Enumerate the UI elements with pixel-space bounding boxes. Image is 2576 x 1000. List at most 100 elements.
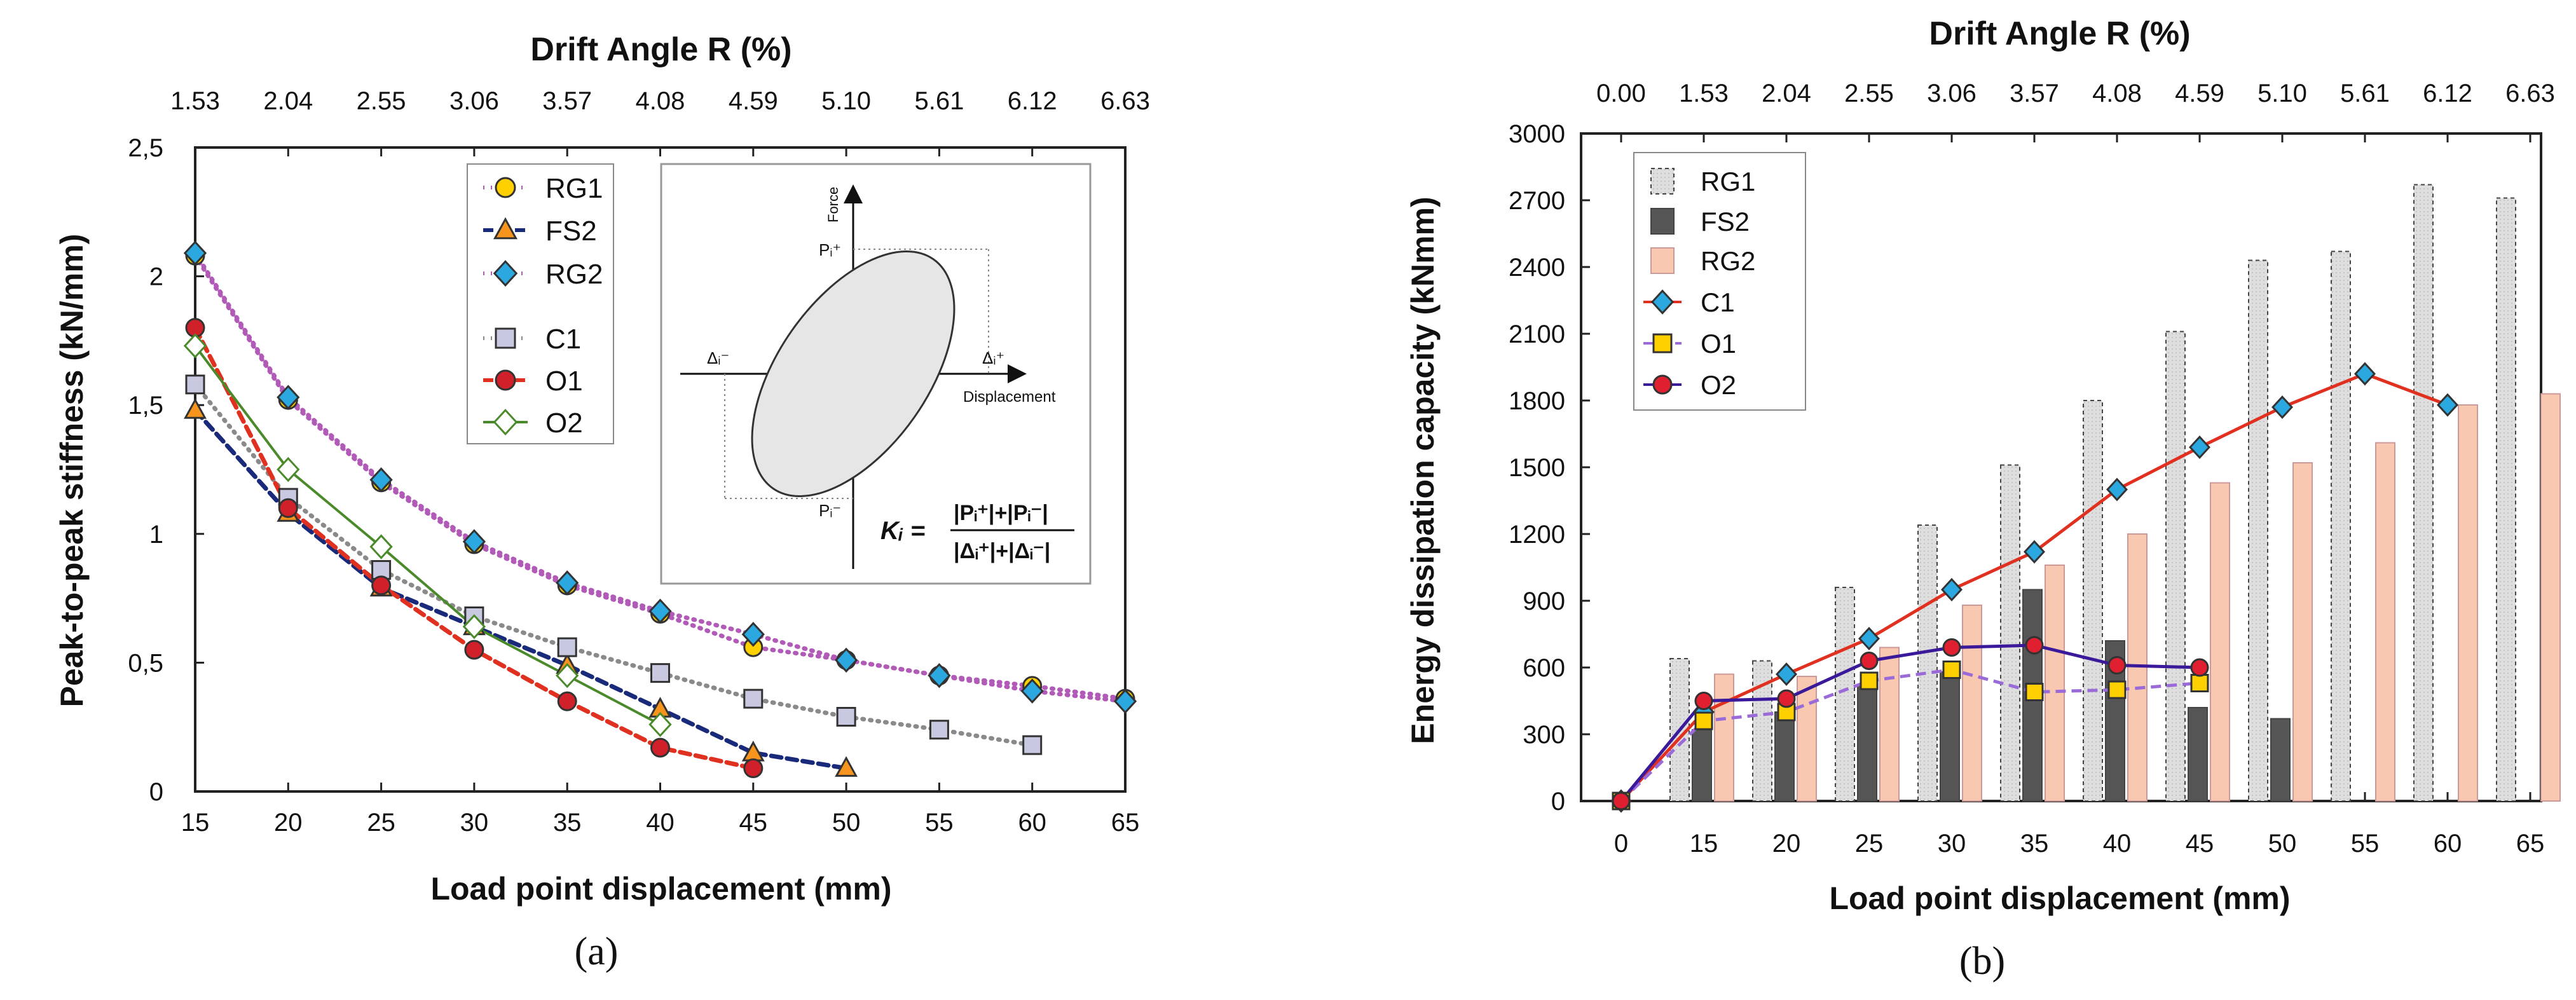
top-tick-label-b: 1.53 [1679, 79, 1729, 107]
legend-a-marker-c1 [495, 327, 516, 349]
bar-fs2 [2270, 718, 2291, 802]
series-line-o2 [194, 345, 662, 726]
x-tick-label-a: 15 [181, 809, 210, 837]
x-tick-label-b: 30 [1938, 830, 1966, 858]
legend-a-marker-rg1 [495, 177, 516, 198]
y-tick-label-b: 0 [1551, 788, 1565, 816]
x-tick-label-b: 35 [2020, 830, 2049, 858]
top-tick-label-a: 6.12 [1008, 87, 1057, 115]
p-minus-label: Pᵢ⁻ [819, 501, 841, 520]
legend-a-marker-rg2 [493, 260, 518, 287]
legend-b-label-o2: O2 [1701, 370, 1736, 400]
legend-b-swatch-fs2 [1650, 208, 1675, 235]
bar-rg1 [2083, 400, 2103, 802]
top-tick-label-b: 2.04 [1762, 79, 1811, 107]
legend-b-label-rg1: RG1 [1701, 167, 1755, 196]
bar-fs2 [1692, 729, 1712, 802]
point-o2 [648, 711, 672, 737]
legend-a-label-fs2: FS2 [545, 216, 597, 247]
point-o2 [2190, 658, 2209, 677]
top-tick-label-b: 6.63 [2505, 79, 2555, 107]
x-tick-label-a: 35 [553, 809, 582, 837]
x-tick-label-a: 40 [646, 809, 675, 837]
top-axis-title-b: Drift Angle R (%) [1929, 15, 2190, 52]
legend-a-label-rg1: RG1 [545, 173, 603, 204]
hysteresis-loop [751, 250, 956, 498]
series-line-o1 [1620, 668, 2200, 802]
point-o2 [1694, 692, 1713, 710]
point-rg2 [369, 467, 393, 493]
point-o1 [743, 758, 764, 779]
bar-rg2 [2210, 482, 2230, 802]
point-o1 [1860, 671, 1879, 690]
x-tick-label-b: 40 [2103, 830, 2132, 858]
point-rg2 [834, 647, 858, 673]
hysteresis-inset: Force Displacement Pᵢ⁺ Pᵢ⁻ Δᵢ⁻ Δᵢ⁺ Kᵢ = … [660, 163, 1092, 585]
point-o2 [183, 333, 207, 359]
point-o1 [371, 575, 392, 596]
point-c1 [2271, 395, 2293, 419]
bar-rg1 [2000, 464, 2020, 802]
legend-a: RG1 FS2 RG2 C1 O1 O2 [467, 163, 614, 444]
top-tick-label-a: 3.06 [449, 87, 499, 115]
y-tick-label-b: 300 [1523, 721, 1565, 749]
legend-a-label-o1: O1 [545, 366, 583, 397]
point-o2 [1860, 652, 1879, 670]
y-tick-label-a: 1 [149, 521, 163, 549]
point-o1 [557, 691, 577, 711]
legend-b-swatch-rg1 [1650, 168, 1675, 195]
x-tick-label-b: 20 [1772, 830, 1801, 858]
d-minus-label: Δᵢ⁻ [707, 348, 729, 367]
y-tick-label-b: 1200 [1509, 521, 1565, 549]
formula-lhs: Kᵢ = [880, 517, 925, 545]
top-tick-label-b: 3.06 [1927, 79, 1977, 107]
force-label: Force [825, 187, 841, 223]
bar-rg1 [2165, 331, 2186, 802]
point-rg2 [1113, 688, 1137, 714]
bar-fs2 [2188, 707, 2208, 802]
x-tick-label-b: 60 [2434, 830, 2462, 858]
bar-rg2 [2375, 442, 2395, 802]
bar-rg2 [2458, 404, 2478, 802]
x-tick-label-b: 55 [2351, 830, 2380, 858]
point-o1 [278, 498, 298, 518]
top-tick-label-a: 4.08 [636, 87, 685, 115]
y-tick-label-b: 3000 [1509, 120, 1565, 148]
top-tick-label-a: 3.57 [542, 87, 592, 115]
point-rg2 [556, 570, 579, 596]
y-tick-label-b: 900 [1523, 587, 1565, 615]
point-rg2 [741, 622, 765, 647]
series-markers-a [183, 240, 1137, 779]
point-c1 [650, 663, 670, 683]
bar-fs2 [1940, 671, 1960, 802]
series-markers-b [1610, 362, 2458, 813]
series-line-fs2 [193, 408, 849, 771]
point-fs2 [835, 756, 858, 777]
point-rg2 [1020, 678, 1044, 704]
point-c1 [1776, 662, 1797, 686]
y-axis-title-b: Energy dissipation capacity (kNmm) [1405, 196, 1441, 744]
legend-a-marker-o1 [495, 369, 516, 391]
legend-b-swatch-rg2 [1650, 247, 1675, 274]
x-tick-label-a: 30 [460, 809, 489, 837]
top-tick-label-a: 2.55 [357, 87, 406, 115]
point-c1 [1941, 578, 1963, 601]
bar-rg2 [1962, 605, 1982, 802]
y-tick-label-b: 2400 [1509, 254, 1565, 282]
point-c1 [1858, 627, 1880, 650]
y-tick-label-b: 1500 [1509, 454, 1565, 482]
x-tick-label-a: 45 [739, 809, 768, 837]
point-rg2 [928, 662, 951, 688]
point-c1 [2106, 477, 2128, 502]
top-tick-label-b: 6.12 [2423, 79, 2472, 107]
point-o1 [464, 640, 484, 660]
x-axis-title-b: Load point displacement (mm) [1829, 880, 2290, 916]
point-c1 [2024, 540, 2045, 564]
x-tick-label-a: 60 [1018, 809, 1046, 837]
top-tick-label-a: 6.63 [1100, 87, 1150, 115]
point-o1 [1942, 661, 1961, 679]
formula-denominator: |Δᵢ⁺|+|Δᵢ⁻| [954, 539, 1050, 563]
x-tick-label-a: 65 [1111, 809, 1140, 837]
series-line-c1 [193, 382, 1035, 748]
